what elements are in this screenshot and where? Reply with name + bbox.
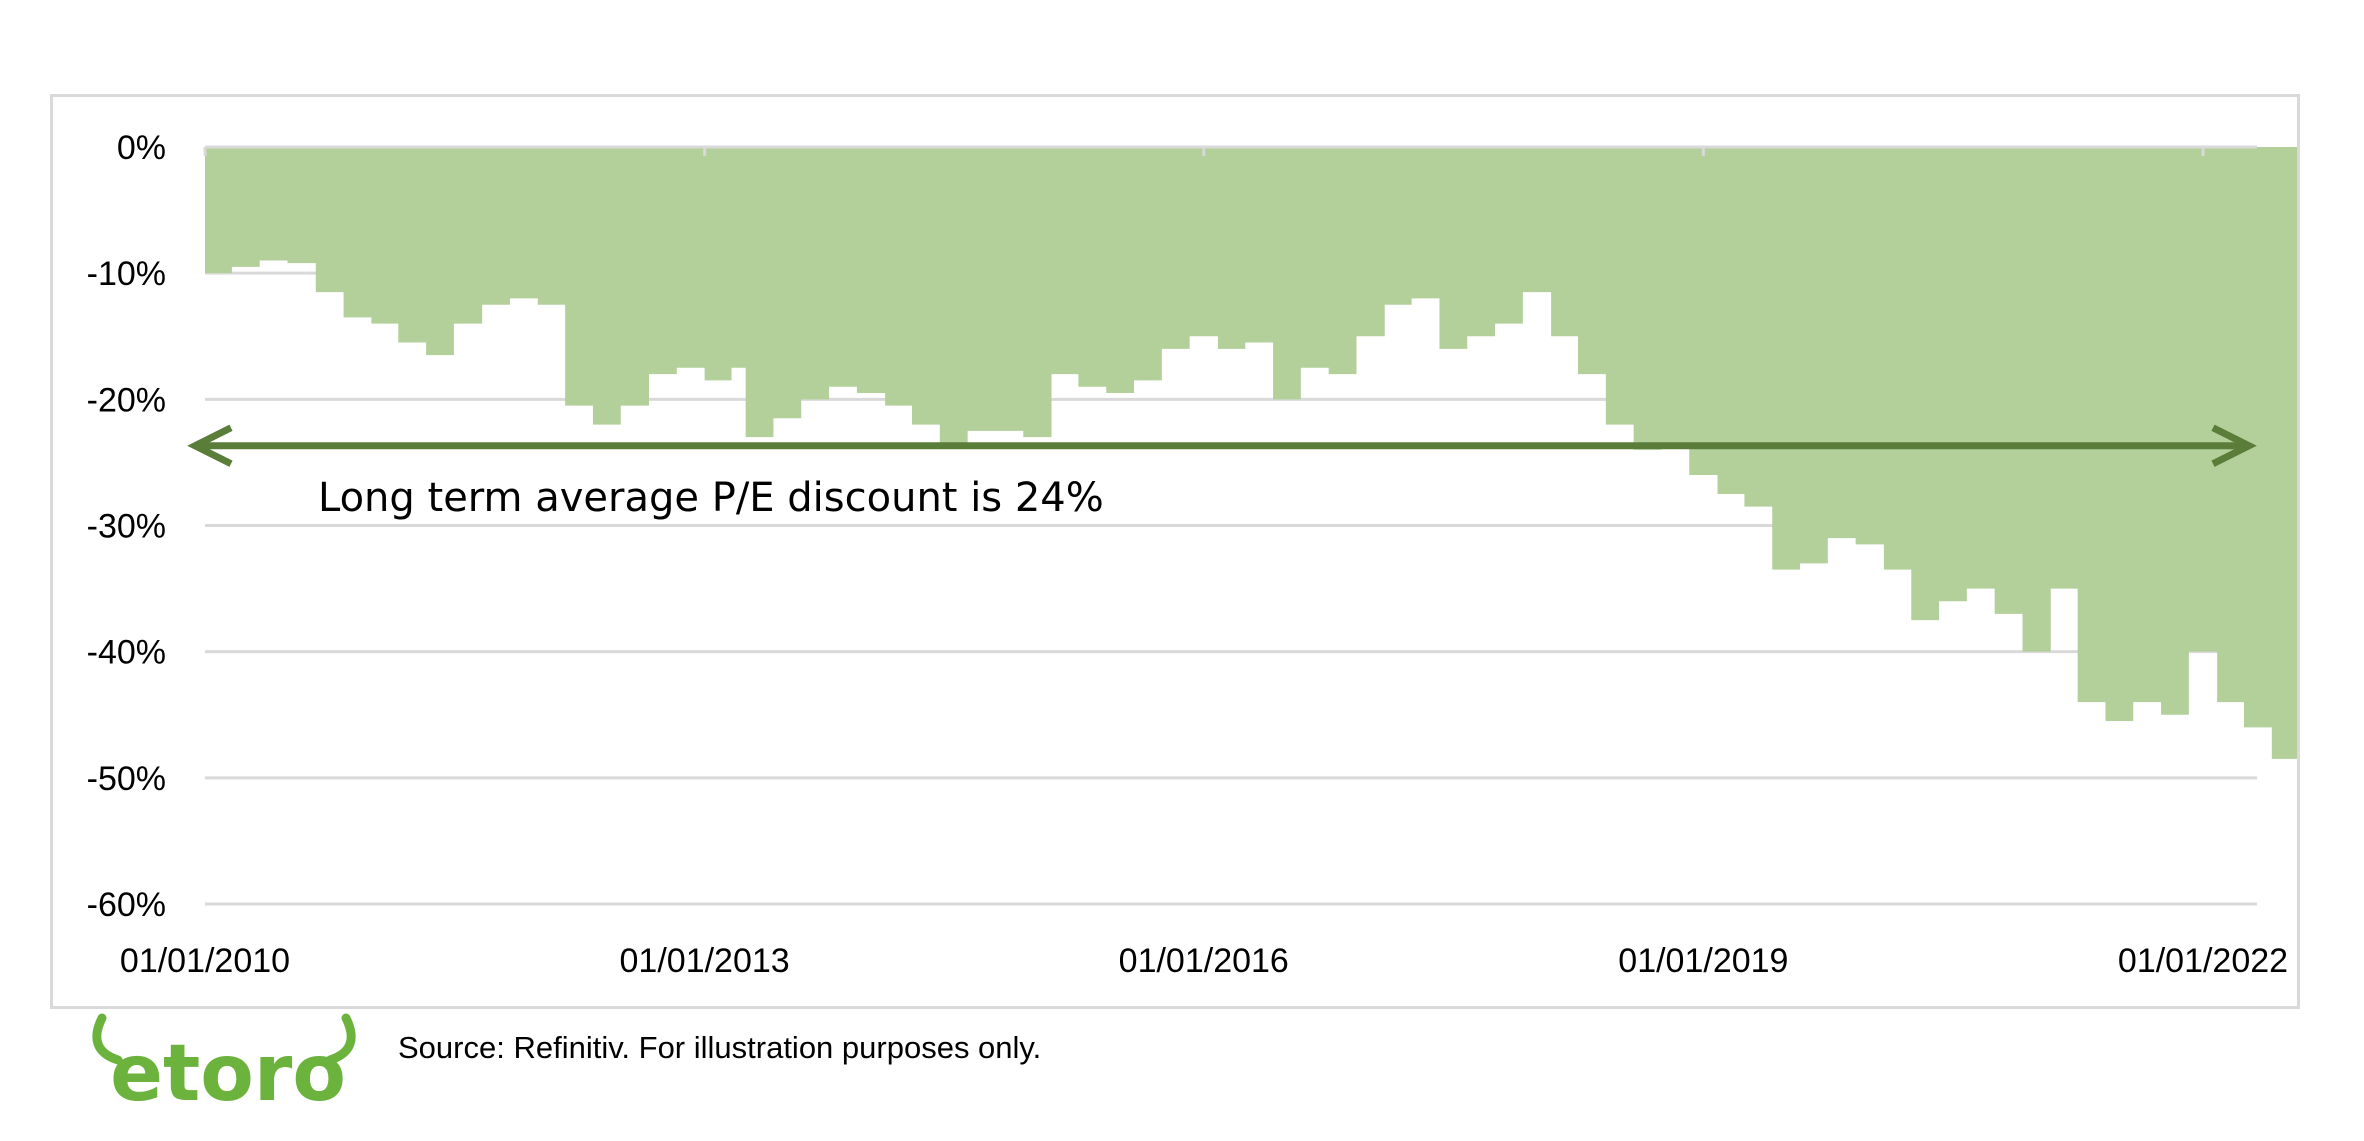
x-tick-label: 01/01/2016 (1119, 942, 1289, 980)
etoro-logo: etoro (92, 1013, 356, 1119)
y-tick-label: -10% (87, 255, 166, 293)
arrow-head-left (187, 424, 233, 467)
area-fill (205, 147, 2297, 759)
source-note: Source: Refinitiv. For illustration purp… (398, 1030, 1042, 1065)
y-tick-label: -30% (87, 508, 166, 546)
average-arrow (187, 424, 2257, 467)
svg-text:etoro: etoro (110, 1029, 346, 1119)
y-tick-label: -50% (87, 760, 166, 798)
y-tick-label: -40% (87, 634, 166, 672)
y-tick-label: -20% (87, 381, 166, 419)
x-tick-label: 01/01/2013 (620, 942, 790, 980)
x-tick-label: 01/01/2019 (1618, 942, 1788, 980)
chart-frame: 0% -10% -20% -30% -40% -50% -60% 01/01/2010 01/… (50, 94, 2300, 1009)
area-series (205, 147, 2297, 759)
y-axis-ticks: 0% -10% -20% -30% -40% -50% -60% (87, 129, 166, 924)
y-tick-label: 0% (117, 129, 166, 167)
chart: 0%-10%-20%-30%-40%-50%-60% 01/01/2010 01/… (87, 129, 2297, 980)
x-tick-label: 01/01/2010 (120, 942, 290, 980)
annotation-text: Long term average P/E discount is 24% (318, 475, 1104, 521)
arrow-head-right (2211, 424, 2257, 467)
y-tick-label: -60% (87, 886, 166, 924)
x-tick-label: 01/01/2022 (2118, 942, 2288, 980)
x-axis-ticks: 01/01/2010 01/01/2013 01/01/2016 01/01/2019… (120, 147, 2288, 980)
